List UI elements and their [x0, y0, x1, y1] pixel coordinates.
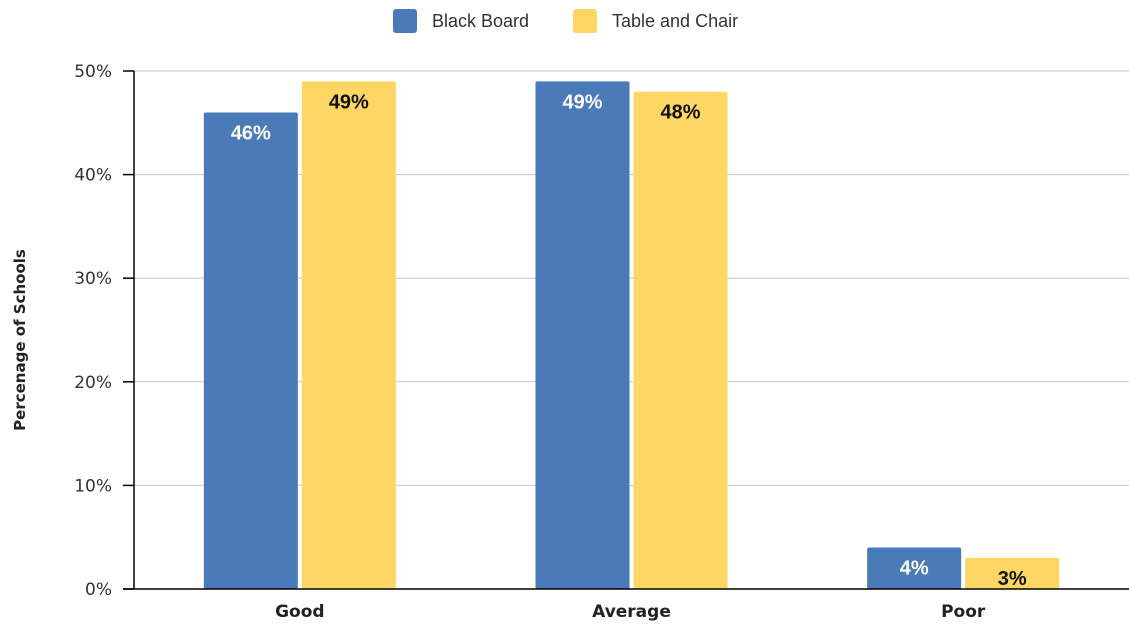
data-label: 49% [562, 91, 602, 113]
legend-swatch-table-and-chair [573, 9, 597, 33]
data-label: 48% [660, 102, 700, 124]
legend-item-table-and-chair: Table and Chair [573, 9, 738, 33]
y-tick-label: 0% [85, 580, 112, 600]
legend-label-table-and-chair: Table and Chair [612, 11, 738, 31]
data-label: 46% [231, 122, 271, 144]
y-axis-label: Percenage of Schools [11, 249, 29, 431]
x-axis-categories: Good Average Poor [275, 602, 986, 622]
bar-black-board-average [536, 81, 630, 589]
y-tick-label: 40% [74, 166, 112, 186]
x-category-label: Poor [941, 602, 986, 622]
legend-label-black-board: Black Board [432, 11, 529, 31]
legend: Black Board Table and Chair [393, 9, 738, 33]
y-tick-label: 50% [74, 62, 112, 82]
legend-swatch-black-board [393, 9, 417, 33]
bar-table-and-chair-average [634, 92, 728, 589]
x-category-label: Average [592, 602, 671, 622]
data-label: 3% [998, 568, 1027, 590]
y-tick-label: 20% [74, 373, 112, 393]
y-tick-label: 10% [74, 476, 112, 496]
bar-black-board-good [204, 112, 298, 589]
y-tick-label: 30% [74, 269, 112, 289]
bars [204, 81, 1059, 589]
x-category-label: Good [275, 602, 324, 622]
bar-table-and-chair-good [302, 81, 396, 589]
y-axis-ticks: 0% 10% 20% 30% 40% 50% [74, 62, 134, 600]
data-label: 49% [329, 91, 369, 113]
legend-item-black-board: Black Board [393, 9, 529, 33]
data-label: 4% [900, 558, 929, 580]
